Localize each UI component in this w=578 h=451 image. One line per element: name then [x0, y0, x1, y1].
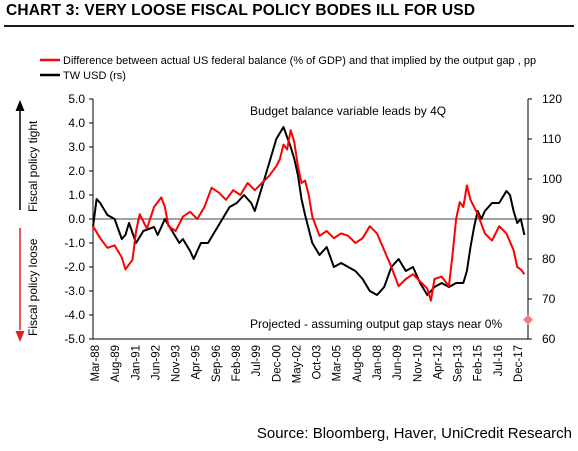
x-tick-label: Feb-15 — [473, 345, 485, 381]
y-left-tick-label: 1.0 — [68, 188, 85, 202]
y-left-tick-label: -1.0 — [64, 236, 85, 250]
x-tick-label: Apr-95 — [191, 345, 203, 380]
x-tick-label: Dec-00 — [271, 345, 283, 382]
y-right-tick-label: 70 — [542, 292, 556, 306]
x-tick-label: Aug-06 — [352, 345, 364, 382]
x-tick-label: Jul-16 — [493, 345, 505, 376]
y-left-tick-label: 4.0 — [68, 116, 85, 130]
x-tick-label: Feb-98 — [231, 345, 243, 381]
legend-label-fiscal: Difference between actual US federal bal… — [63, 55, 536, 67]
y-right-tick-label: 100 — [542, 172, 562, 186]
ylabel-top: Fiscal policy tight — [26, 120, 40, 212]
y-right-tick-label: 110 — [542, 132, 561, 146]
x-tick-label: Sep-13 — [453, 345, 465, 382]
y-right-tick-label: 120 — [542, 92, 562, 106]
x-tick-label: Dec-17 — [513, 345, 525, 382]
x-tick-label: May-02 — [291, 345, 303, 383]
y-right-tick-label: 90 — [542, 212, 556, 226]
y-left-tick-label: -5.0 — [64, 332, 85, 346]
annotation-projected: Projected - assuming output gap stays ne… — [250, 317, 502, 331]
x-tick-label: Jun-92 — [150, 345, 162, 380]
y-axis-right-ticks: 120 110 100 90 80 70 60 — [528, 92, 562, 346]
x-tick-label: Aug-89 — [110, 345, 122, 382]
y-left-tick-label: 5.0 — [68, 92, 85, 106]
x-tick-label: Mar-05 — [332, 345, 344, 381]
y-left-tick-label: 0.0 — [68, 212, 85, 226]
series-line-fiscal-gap — [92, 129, 526, 302]
chart-title: CHART 3: VERY LOOSE FISCAL POLICY BODES … — [6, 2, 476, 19]
x-tick-label: Jul-99 — [251, 345, 263, 376]
y-left-tick-label: 3.0 — [68, 140, 85, 154]
x-tick-label: Jan-08 — [372, 345, 384, 380]
y-left-tick-label: -4.0 — [64, 308, 85, 322]
x-axis-ticks: Mar-88 Aug-89 Jan-91 Jun-92 Nov-93 Apr-95 Sep-… — [90, 345, 525, 383]
x-tick-label: Oct-03 — [312, 345, 324, 380]
projected-marker — [523, 314, 533, 325]
arrow-down-icon — [15, 331, 25, 342]
source-note: Source: Bloomberg, Haver, UniCredit Rese… — [256, 425, 572, 442]
x-tick-label: Jan-91 — [130, 345, 142, 380]
x-tick-label: Nov-93 — [171, 345, 183, 382]
x-tick-label: Mar-88 — [90, 345, 102, 381]
ylabel-bottom: Fiscal policy loose — [26, 238, 40, 336]
y-left-tick-label: -3.0 — [64, 284, 85, 298]
legend-label-usd: TW USD (rs) — [63, 70, 126, 82]
y-right-tick-label: 80 — [542, 252, 556, 266]
title-rule — [4, 25, 574, 27]
y-left-tick-label: 2.0 — [68, 164, 85, 178]
legend: Difference between actual US federal bal… — [40, 55, 536, 82]
series-line-tw-usd — [92, 126, 526, 296]
annotation-lead: Budget balance variable leads by 4Q — [250, 104, 446, 118]
arrow-up-icon — [15, 100, 25, 111]
fiscal-side-label: Fiscal policy tight Fiscal policy loose — [15, 100, 40, 342]
y-left-tick-label: -2.0 — [64, 260, 85, 274]
y-right-tick-label: 60 — [542, 332, 556, 346]
x-tick-label: Jun-09 — [392, 345, 404, 380]
x-tick-label: Apr-12 — [432, 345, 444, 380]
x-tick-label: Sep-96 — [211, 345, 223, 382]
x-tick-label: Nov-10 — [412, 345, 424, 382]
y-axis-left-ticks: 5.0 4.0 3.0 2.0 1.0 0.0 -1.0 -2.0 -3.0 -4.0 -5.0 — [64, 92, 93, 346]
